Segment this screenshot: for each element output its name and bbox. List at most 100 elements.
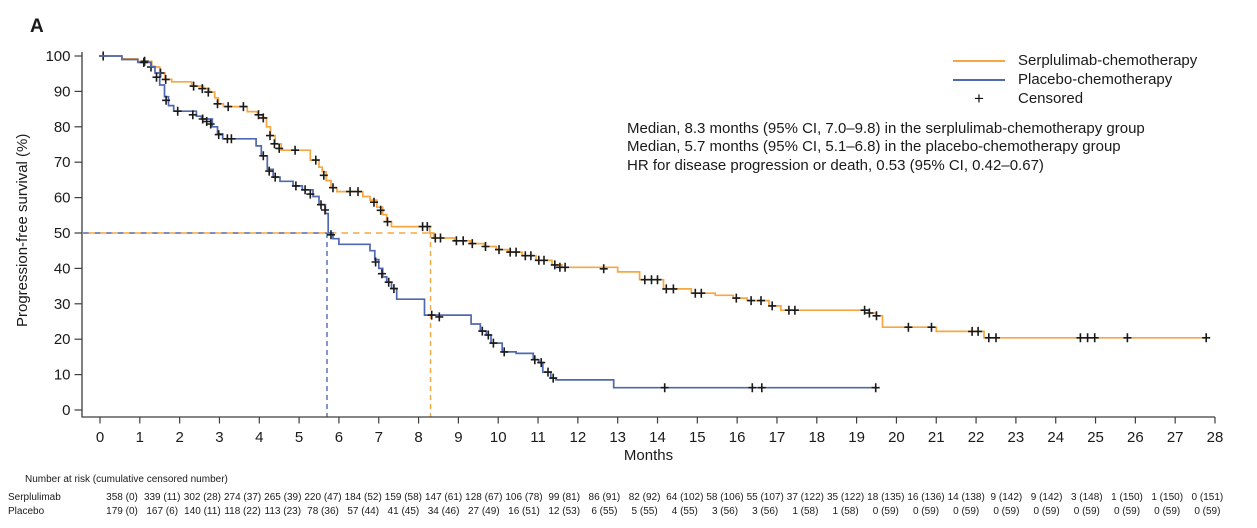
risk-table-value: 274 (37) [224,492,261,503]
risk-table-value: 302 (28) [184,492,221,503]
risk-table-value: 14 (138) [948,492,985,503]
risk-table-value: 3 (56) [712,506,738,517]
x-tick-label: 1 [136,429,144,446]
risk-table-value: 16 (136) [907,492,944,503]
y-tick-label: 0 [62,402,70,419]
y-tick-label: 10 [54,367,71,384]
x-tick-label: 19 [848,429,865,446]
risk-table-row-label: Serplulimab [8,492,61,503]
x-tick-label: 21 [928,429,945,446]
risk-table-value: 3 (56) [752,506,778,517]
x-tick-label: 6 [335,429,343,446]
x-tick-label: 15 [689,429,706,446]
risk-table-value: 118 (22) [224,506,261,517]
risk-table-value: 99 (81) [548,492,580,503]
risk-table-value: 64 (102) [666,492,703,503]
risk-table-value: 4 (55) [672,506,698,517]
risk-table-value: 128 (67) [465,492,502,503]
risk-table-value: 27 (49) [468,506,500,517]
x-tick-label: 16 [729,429,746,446]
risk-table-value: 86 (91) [589,492,621,503]
risk-table-value: 140 (11) [184,506,221,517]
x-tick-label: 20 [888,429,905,446]
x-tick-label: 2 [175,429,183,446]
x-tick-label: 7 [375,429,383,446]
y-tick-label: 80 [54,119,71,136]
risk-table-value: 78 (36) [307,506,339,517]
risk-table-value: 147 (61) [425,492,462,503]
risk-table-row-label: Placebo [8,506,45,517]
x-tick-label: 14 [649,429,666,446]
x-tick-label: 8 [414,429,422,446]
x-tick-label: 9 [454,429,462,446]
risk-table-value: 57 (44) [347,506,379,517]
x-tick-label: 18 [808,429,825,446]
x-tick-label: 0 [96,429,104,446]
legend-label: Censored [1018,90,1084,107]
risk-table-value: 0 (151) [1192,492,1224,503]
risk-table-value: 5 (55) [632,506,658,517]
y-axis-title: Progression-free survival (%) [14,133,31,327]
median-reference-lines [83,232,432,417]
censor-marks-placebo [139,57,880,393]
risk-table-value: 16 (51) [508,506,540,517]
risk-table-value: 35 (122) [827,492,864,503]
axis-lines [81,52,1215,418]
risk-table-value: 0 (59) [1034,506,1060,517]
x-tick-label: 13 [609,429,626,446]
km-curve-serplulimab [100,55,1207,339]
x-tick-label: 12 [570,429,587,446]
y-tick-label: 20 [54,331,71,348]
risk-table-value: 58 (106) [706,492,743,503]
legend-item-censored: + Censored [948,89,1197,108]
panel-label: A [30,16,44,37]
risk-table-value: 184 (52) [345,492,382,503]
y-tick-label: 60 [54,190,71,207]
risk-table-value: 159 (58) [385,492,422,503]
x-axis-title: Months [623,447,674,464]
x-tick-label: 3 [215,429,223,446]
x-tick-label: 5 [295,429,303,446]
risk-table-value: 34 (46) [428,506,460,517]
x-tick-label: 23 [1008,429,1025,446]
y-tick-label: 90 [54,83,71,100]
x-tick-label: 24 [1047,429,1064,446]
risk-table-value: 0 (59) [993,506,1019,517]
risk-table-value: 1 (58) [833,506,859,517]
risk-table-header: Number at risk (cumulative censored numb… [25,474,228,485]
x-tick-label: 22 [968,429,985,446]
km-curve-placebo [100,55,877,389]
risk-table-value: 41 (45) [388,506,420,517]
x-tick-label: 4 [255,429,263,446]
y-tick-label: 50 [54,225,71,242]
risk-table-value: 9 (142) [1031,492,1063,503]
risk-table-value: 0 (59) [1154,506,1180,517]
risk-table-value: 55 (107) [747,492,784,503]
x-tick-label: 17 [769,429,786,446]
risk-table-value: 106 (78) [505,492,542,503]
x-tick-label: 25 [1087,429,1104,446]
axes [81,52,1215,418]
legend: Serplulimab-chemotherapy Placebo-chemoth… [948,51,1197,108]
risk-table-value: 339 (11) [144,492,181,503]
annotation-block: Median, 8.3 months (95% CI, 7.0–9.8) in … [627,120,1145,175]
risk-table-value: 1 (150) [1111,492,1143,503]
risk-table-value: 37 (122) [787,492,824,503]
x-tick-label: 26 [1127,429,1144,446]
risk-table: Number at risk (cumulative censored numb… [8,474,1223,517]
x-tick-label: 10 [490,429,507,446]
x-axis-ticks: 0 1 2 3 4 5 6 7 8 9 10 11 12 13 14 15 16 17 18 19 20 21 22 23 24… [96,417,1223,446]
x-tick-label: 27 [1167,429,1184,446]
risk-table-value: 179 (0) [106,506,138,517]
y-tick-label: 30 [54,296,71,313]
risk-table-value: 113 (23) [265,506,302,517]
y-tick-label: 40 [54,260,71,277]
annotation-median-serplulimab: Median, 8.3 months (95% CI, 7.0–9.8) in … [627,120,1145,137]
risk-table-value: 12 (53) [548,506,580,517]
risk-table-value: 0 (59) [1194,506,1220,517]
x-tick-label: 11 [530,429,546,446]
risk-table-value: 0 (59) [1114,506,1140,517]
risk-table-value: 1 (58) [792,506,818,517]
risk-table-value: 6 (55) [591,506,617,517]
